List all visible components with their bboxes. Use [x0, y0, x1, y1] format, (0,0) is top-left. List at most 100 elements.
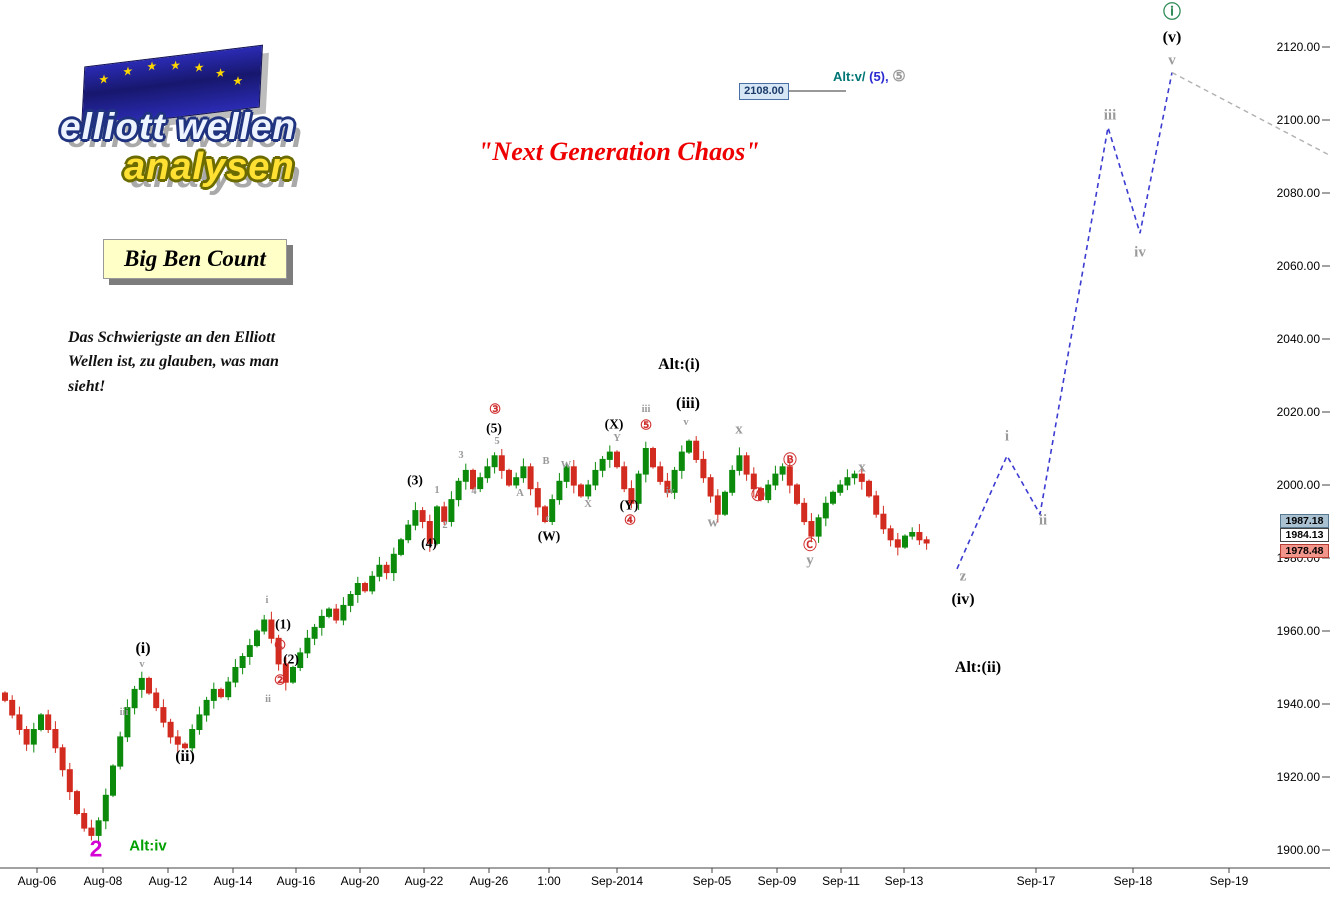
- wave-label: i: [1004, 428, 1010, 445]
- eu-star-icon: ★: [98, 71, 110, 88]
- wave-label: Ⓑ: [783, 452, 797, 468]
- wave-label: z: [959, 568, 967, 585]
- wave-label: Alt:(i): [658, 356, 700, 373]
- price-axis-label: 2060.00: [1276, 259, 1320, 273]
- time-axis-label: Aug-16: [276, 874, 316, 888]
- wave-label: x: [858, 459, 866, 476]
- wave-label: x: [735, 421, 743, 438]
- wave-label: 1: [434, 484, 440, 496]
- wave-label: (2): [283, 651, 299, 667]
- wave-label: Ⓒ: [803, 537, 817, 553]
- price-marker-box: 1987.18: [1280, 514, 1329, 528]
- wave-label: (5): [486, 420, 502, 436]
- price-axis-label: 1920.00: [1276, 770, 1320, 784]
- price-axis-label: 1960.00: [1276, 624, 1320, 638]
- time-axis-label: Sep-11: [822, 874, 860, 888]
- wave-label: (v): [1162, 29, 1182, 46]
- wave-label: ⓘ: [1163, 2, 1181, 23]
- eu-star-icon: ★: [214, 65, 227, 81]
- alt-count-part1: Alt:v/: [833, 69, 866, 84]
- wave-label: v: [683, 416, 689, 428]
- wave-label: ④: [623, 512, 637, 528]
- time-axis-label: Aug-12: [148, 874, 188, 888]
- quote-line: sieht!: [68, 377, 106, 395]
- price-axis-label: 2080.00: [1276, 186, 1320, 200]
- eu-star-icon: ★: [193, 59, 205, 76]
- time-axis-label: Aug-22: [404, 874, 444, 888]
- wave-label: w: [707, 514, 719, 531]
- wave-label: i: [265, 594, 269, 606]
- time-axis-label: 1:00: [537, 874, 561, 888]
- count-title-badge: Big Ben Count: [103, 239, 287, 279]
- price-axis-label: 2020.00: [1276, 405, 1320, 419]
- wave-label: A: [516, 487, 524, 499]
- eu-star-icon: ★: [169, 57, 182, 74]
- logo-text-line2: analysen: [124, 146, 295, 188]
- price-axis-label: 2040.00: [1276, 332, 1320, 346]
- wave-label: y: [806, 552, 814, 569]
- wave-label: (4): [421, 535, 437, 551]
- price-target-tag[interactable]: 2108.00: [739, 83, 789, 100]
- time-axis-label: Aug-26: [469, 874, 509, 888]
- wave-label: (X): [604, 416, 624, 432]
- price-axis-label: 2000.00: [1276, 478, 1320, 492]
- wave-label: ⑤: [639, 417, 653, 433]
- time-axis-label: Sep-2014: [590, 874, 644, 888]
- wave-label: (iii): [676, 395, 700, 412]
- wave-label: 3: [458, 449, 464, 461]
- time-axis-label: Aug-06: [17, 874, 57, 888]
- quote-line: Das Schwierigste an den Elliott: [68, 329, 276, 346]
- time-axis-label: Sep-13: [884, 874, 924, 888]
- wave-label: iii: [641, 403, 651, 415]
- wave-label: v: [139, 658, 145, 670]
- alt-count-annotation: Alt:v/ (5), ⑤: [833, 67, 906, 85]
- price-axis-label: 2100.00: [1276, 113, 1320, 127]
- time-axis-label: Sep-19: [1209, 874, 1249, 888]
- wave-label: iv: [665, 485, 675, 497]
- wave-label: iii: [1103, 107, 1117, 124]
- wave-label: X: [584, 498, 592, 510]
- time-axis-label: Sep-09: [757, 874, 797, 888]
- wave-label: ii: [265, 693, 271, 705]
- wave-label: v: [1168, 52, 1176, 69]
- wave-label: c: [545, 512, 551, 524]
- eu-star-icon: ★: [232, 73, 244, 89]
- wave-label: ②: [273, 672, 287, 688]
- wave-label: B: [542, 455, 550, 467]
- alt-count-circled5: ⑤: [892, 68, 906, 85]
- wave-label: 2: [89, 835, 103, 862]
- eu-star-icon: ★: [146, 58, 158, 75]
- time-axis-label: Sep-18: [1113, 874, 1153, 888]
- wave-label: Alt:iv: [129, 837, 167, 855]
- wave-label: ③: [488, 401, 502, 417]
- wave-label: (i): [135, 640, 151, 657]
- wave-label: (1): [275, 616, 291, 632]
- wave-label: Ⓐ: [751, 487, 765, 503]
- wave-label: W: [560, 459, 572, 471]
- time-axis-label: Sep-05: [692, 874, 732, 888]
- quote-text: Das Schwierigste an den Elliott Wellen i…: [68, 326, 368, 399]
- chart-headline: "Next Generation Chaos": [478, 137, 760, 166]
- alt-count-part2: (5),: [869, 69, 889, 84]
- logo-text-line1: elliott wellen: [60, 106, 297, 147]
- wave-label: 4: [471, 485, 477, 497]
- time-axis-label: Aug-20: [340, 874, 380, 888]
- time-axis-label: Sep-17: [1016, 874, 1056, 888]
- price-axis-label: 1940.00: [1276, 697, 1320, 711]
- eu-star-icon: ★: [122, 63, 134, 80]
- wave-label: iii: [119, 706, 129, 718]
- wave-label: (iv): [951, 591, 975, 608]
- time-axis-label: Aug-14: [213, 874, 253, 888]
- wave-label: (W): [537, 528, 561, 544]
- price-marker-box: 1978.48: [1280, 544, 1329, 558]
- wave-label: ①: [273, 637, 287, 653]
- price-marker-box: 1984.13: [1280, 528, 1329, 542]
- wave-label: ii: [1038, 512, 1048, 529]
- wave-label: 2: [442, 519, 448, 531]
- wave-label: Alt:(ii): [954, 659, 1002, 676]
- wave-label: 5: [494, 435, 500, 447]
- wave-label: (3): [407, 472, 423, 488]
- site-logo: ★ ★ ★ ★ ★ ★ ★ elliott wellen analysen: [58, 44, 358, 208]
